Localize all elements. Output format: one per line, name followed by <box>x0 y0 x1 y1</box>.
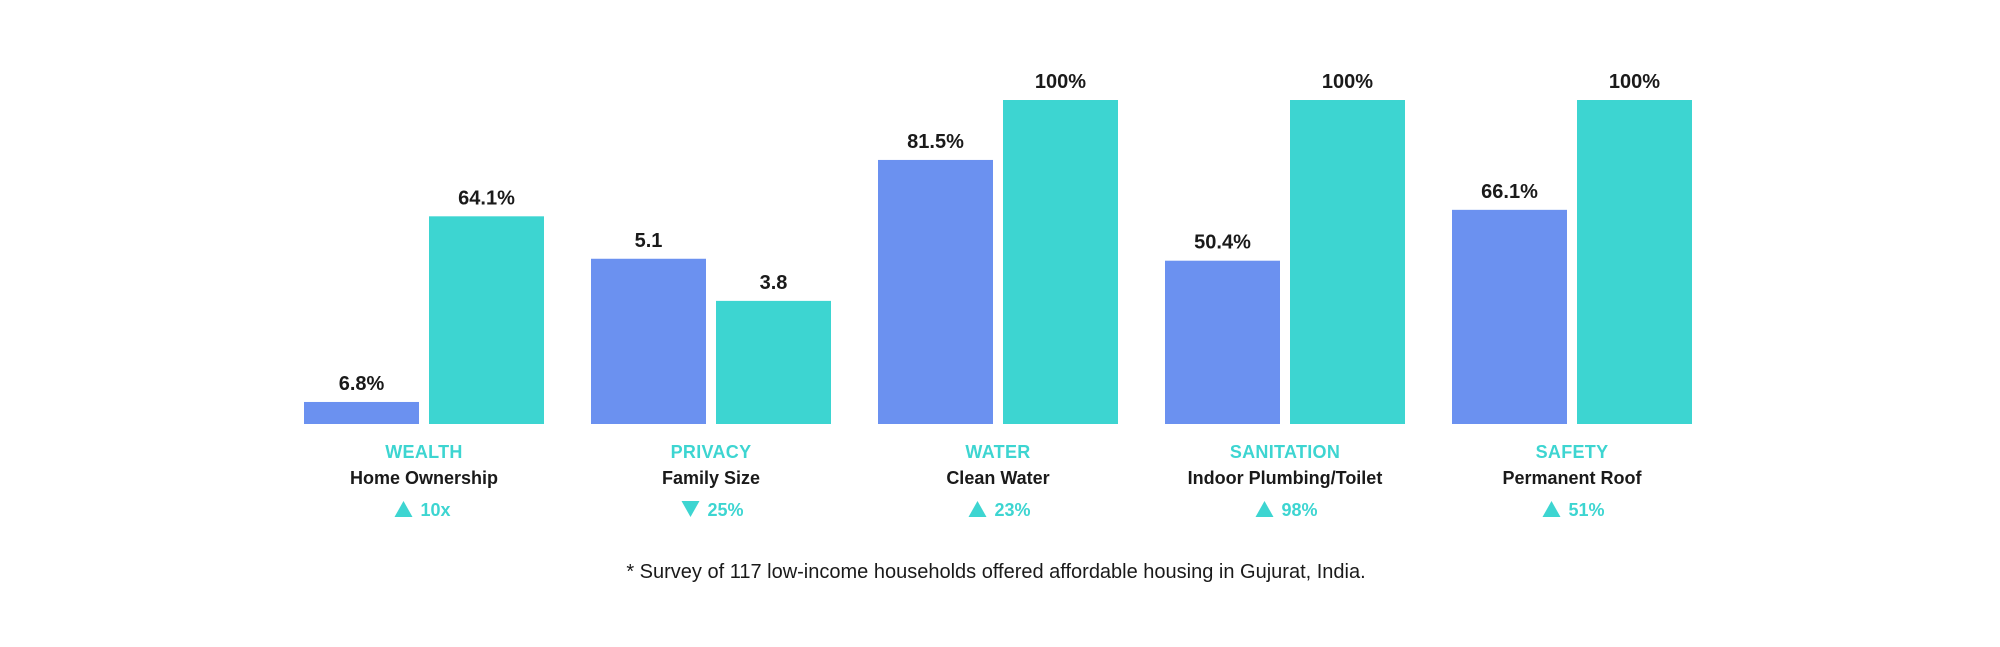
category-label-water: WATER Clean Water 23% <box>946 442 1049 520</box>
bar-group-sanitation: 50.4% 100% <box>1165 71 1405 424</box>
bar-value-label-privacy-after: 3.8 <box>760 272 788 294</box>
change-value: 10x <box>421 500 451 520</box>
change-value: 23% <box>995 500 1031 520</box>
triangle-up-icon <box>1255 501 1274 517</box>
bar-group-water: 81.5% 100% <box>878 71 1118 424</box>
bars-layer: 6.8% 64.1% 5.1 3.8 81.5% 100% 50.4% 100% 66.1% 10… <box>304 71 1692 424</box>
bar-safety-after <box>1577 100 1692 424</box>
bar-privacy-before <box>591 258 706 424</box>
bar-value-label-safety-before: 66.1% <box>1481 181 1538 203</box>
category-label-wealth: WEALTH Home Ownership 10x <box>350 442 498 520</box>
category-subtitle: Home Ownership <box>350 468 498 488</box>
bar-value-label-water-before: 81.5% <box>907 131 964 153</box>
bar-wealth-before <box>304 401 419 424</box>
bar-water-after <box>1003 100 1118 424</box>
bar-group-wealth: 6.8% 64.1% <box>304 187 544 424</box>
triangle-down-icon <box>681 501 700 517</box>
category-subtitle: Indoor Plumbing/Toilet <box>1188 468 1383 488</box>
category-label-privacy: PRIVACY Family Size 25% <box>662 442 760 520</box>
bar-sanitation-after <box>1290 100 1405 424</box>
change-value: 51% <box>1569 500 1605 520</box>
category-title: WATER <box>965 442 1030 462</box>
change-value: 25% <box>708 500 744 520</box>
triangle-up-icon <box>1542 501 1561 517</box>
category-labels: WEALTH Home Ownership 10x PRIVACY Family Siz… <box>350 442 1643 520</box>
bar-water-before <box>878 159 993 424</box>
category-title: PRIVACY <box>671 442 752 462</box>
footnote: * Survey of 117 low-income households of… <box>626 561 1365 583</box>
bar-privacy-after <box>716 300 831 424</box>
bar-value-label-safety-after: 100% <box>1609 71 1660 93</box>
triangle-up-icon <box>394 501 413 517</box>
category-label-safety: SAFETY Permanent Roof 51% <box>1502 442 1642 520</box>
change-value: 98% <box>1282 500 1318 520</box>
bar-sanitation-before <box>1165 260 1280 424</box>
bar-value-label-wealth-before: 6.8% <box>339 373 385 395</box>
category-label-sanitation: SANITATION Indoor Plumbing/Toilet 98% <box>1188 442 1383 520</box>
category-subtitle: Clean Water <box>946 468 1049 488</box>
bar-value-label-privacy-before: 5.1 <box>635 230 663 252</box>
category-title: SANITATION <box>1230 442 1340 462</box>
category-subtitle: Permanent Roof <box>1502 468 1642 488</box>
bar-wealth-after <box>429 216 544 424</box>
bar-value-label-sanitation-after: 100% <box>1322 71 1373 93</box>
category-subtitle: Family Size <box>662 468 760 488</box>
bar-value-label-water-after: 100% <box>1035 71 1086 93</box>
bar-value-label-sanitation-before: 50.4% <box>1194 232 1251 254</box>
category-title: SAFETY <box>1536 442 1609 462</box>
category-title: WEALTH <box>385 442 462 462</box>
bar-safety-before <box>1452 209 1567 424</box>
triangle-up-icon <box>968 501 987 517</box>
bar-value-label-wealth-after: 64.1% <box>458 187 515 209</box>
bar-group-privacy: 5.1 3.8 <box>591 230 831 424</box>
bar-group-safety: 66.1% 100% <box>1452 71 1692 424</box>
